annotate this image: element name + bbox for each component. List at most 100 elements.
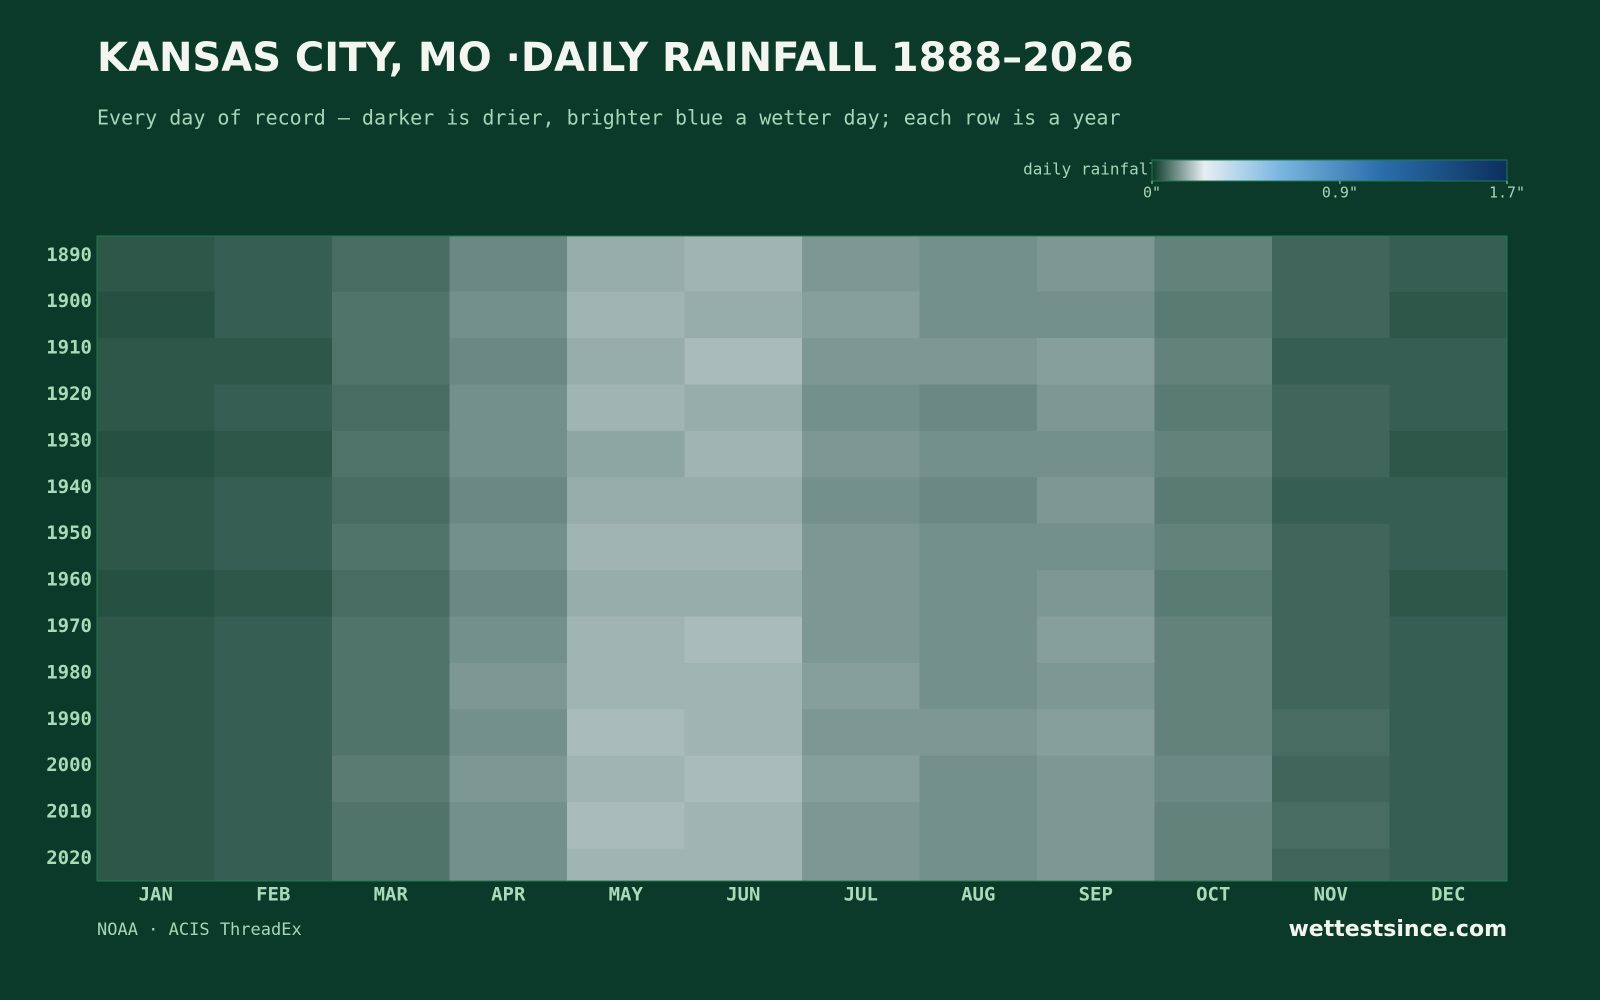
heat-cell [567, 291, 685, 339]
heat-cell [919, 802, 1038, 850]
heat-cell [802, 291, 920, 339]
heat-cell [1272, 291, 1390, 339]
x-tick-label: AUG [961, 884, 995, 906]
heat-cell [1154, 570, 1273, 618]
heat-cell [214, 523, 333, 571]
heat-cell [802, 709, 920, 757]
heat-cell [802, 523, 920, 571]
heat-cell [567, 338, 685, 385]
y-tick-label: 1960 [46, 569, 92, 591]
heat-cell [1272, 338, 1390, 385]
heat-cell [214, 291, 333, 339]
heat-cell [684, 338, 803, 385]
heat-cell [567, 709, 685, 757]
heat-cell [919, 384, 1038, 432]
heat-cell [449, 616, 568, 664]
heat-cell [1037, 523, 1155, 571]
heat-cell [802, 236, 920, 293]
heat-cell [1154, 236, 1273, 293]
heat-cell [567, 755, 685, 803]
heat-cell [802, 338, 920, 385]
heat-cell [802, 616, 920, 664]
source: NOAA · ACIS ThreadEx [97, 920, 302, 940]
heat-cell [1037, 384, 1155, 432]
heat-cell [449, 570, 568, 618]
heat-cell [214, 236, 333, 293]
heat-cell [1389, 523, 1508, 571]
heat-cell [1037, 709, 1155, 757]
heat-cell [802, 755, 920, 803]
y-tick-label: 2020 [46, 847, 92, 869]
heat-cell [97, 523, 215, 571]
heat-cell [1389, 430, 1508, 478]
heat-cell [1154, 616, 1273, 664]
colorbar-tick-label: 0.9" [1322, 184, 1358, 202]
heat-cell [919, 616, 1038, 664]
colorbar-label: daily rainfall [1023, 160, 1158, 179]
heat-cell [1389, 338, 1508, 385]
heat-cell [684, 477, 803, 525]
heat-cell [1154, 523, 1273, 571]
heat-cell [332, 570, 450, 618]
heat-cell [97, 291, 215, 339]
heat-cell [802, 430, 920, 478]
heat-cell [97, 616, 215, 664]
heat-cell [1037, 802, 1155, 850]
heat-cell [214, 477, 333, 525]
heat-cell [1389, 709, 1508, 757]
heat-cell [1272, 709, 1390, 757]
heat-cell [1389, 662, 1508, 710]
heat-cell [1272, 430, 1390, 478]
y-tick-label: 1970 [46, 615, 92, 637]
heat-cell [332, 848, 450, 882]
heat-cell [97, 662, 215, 710]
x-tick-label: SEP [1079, 884, 1113, 906]
chart-subtitle: Every day of record — darker is drier, b… [97, 106, 1121, 130]
heat-cell [1272, 755, 1390, 803]
heat-cell [97, 570, 215, 618]
heat-cell [214, 430, 333, 478]
y-tick-label: 1930 [46, 429, 92, 451]
heat-cell [919, 848, 1038, 882]
heat-cell [1389, 755, 1508, 803]
heat-cell [1154, 338, 1273, 385]
heat-cell [1272, 384, 1390, 432]
heat-cell [1037, 616, 1155, 664]
y-tick-label: 2000 [46, 754, 92, 776]
heat-cell [214, 848, 333, 882]
heat-cell [449, 523, 568, 571]
heat-cell [1037, 755, 1155, 803]
heat-cell [449, 384, 568, 432]
heat-cell [802, 570, 920, 618]
heat-cell [449, 236, 568, 293]
y-tick-label: 1950 [46, 522, 92, 544]
heat-cell [684, 662, 803, 710]
colorbar-tick-label: 1.7" [1489, 184, 1525, 202]
chart-title: KANSAS CITY, MO ·DAILY RAINFALL 1888–202… [97, 35, 1133, 81]
heat-cell [1389, 477, 1508, 525]
heat-cell [332, 430, 450, 478]
heat-cell [567, 570, 685, 618]
x-tick-label: NOV [1314, 884, 1348, 906]
heat-cell [1037, 662, 1155, 710]
heat-cell [97, 338, 215, 385]
heat-cell [567, 848, 685, 882]
heat-cell [919, 291, 1038, 339]
heat-cell [214, 662, 333, 710]
heat-cell [919, 709, 1038, 757]
brand: wettestsince.com [1288, 917, 1507, 942]
heat-cell [1037, 338, 1155, 385]
heat-cell [567, 236, 685, 293]
heat-cell [1272, 848, 1390, 882]
heat-cell [567, 384, 685, 432]
heat-cell [1154, 291, 1273, 339]
heat-cell [1154, 430, 1273, 478]
heat-cell [97, 384, 215, 432]
heat-cell [684, 384, 803, 432]
heat-cell [1154, 662, 1273, 710]
heat-cell [567, 662, 685, 710]
heat-cell [1037, 430, 1155, 478]
heat-cell [919, 430, 1038, 478]
heat-cell [97, 430, 215, 478]
